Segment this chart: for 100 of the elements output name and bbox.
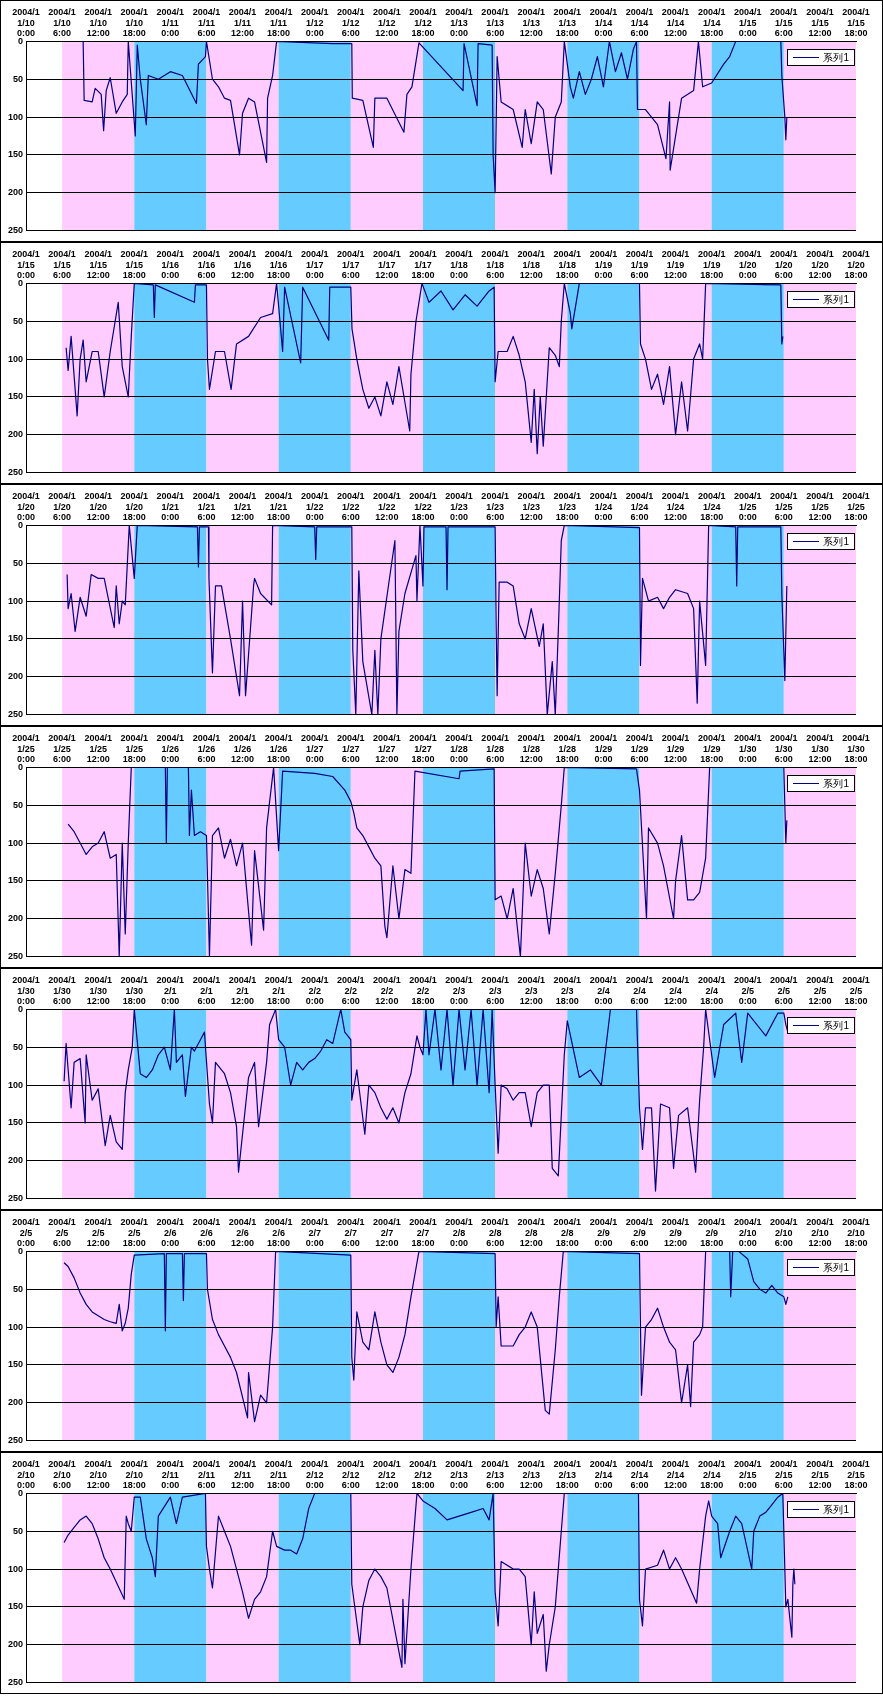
x-tick-label: 2004/1 1/17 0:00	[300, 248, 329, 281]
x-tick-label: 2004/1 1/14 0:00	[589, 6, 618, 39]
x-tick-label: 2004/1 1/25 12:00	[806, 490, 834, 523]
x-tick-label: 2004/1 1/20 12:00	[84, 490, 112, 523]
x-tick-label: 2004/1 1/13 0:00	[445, 6, 473, 39]
x-tick-label: 2004/1 1/14 12:00	[661, 6, 690, 39]
x-tick-label: 2004/1 2/3 12:00	[517, 974, 545, 1007]
x-tick-label: 2004/1 1/30 0:00	[733, 732, 762, 765]
x-tick-label: 2004/1 2/10 6:00	[48, 1458, 76, 1491]
x-tick-label: 2004/1 1/18 12:00	[517, 248, 545, 281]
x-tick-label: 2004/1 1/23 18:00	[553, 490, 582, 523]
x-tick-label: 2004/1 1/12 0:00	[300, 6, 329, 39]
x-tick-label: 2004/1 2/12 6:00	[337, 1458, 365, 1491]
x-tick-label: 2004/1 2/1 6:00	[192, 974, 221, 1007]
x-tick-label: 2004/1 1/22 18:00	[409, 490, 437, 523]
y-tick-label: 100	[7, 1321, 24, 1332]
y-tick-label: 250	[7, 1677, 24, 1688]
x-tick-label: 2004/1 1/12 18:00	[409, 6, 437, 39]
x-tick-label: 2004/1 2/14 0:00	[589, 1458, 618, 1491]
x-tick-label: 2004/1 1/20 0:00	[733, 248, 762, 281]
x-tick-label: 2004/1 1/15 6:00	[770, 6, 798, 39]
x-tick-label: 2004/1 1/17 18:00	[409, 248, 437, 281]
y-tick-label: 50	[13, 799, 24, 810]
x-tick-label: 2004/1 1/20 18:00	[842, 248, 870, 281]
y-tick-label: 150	[7, 1359, 24, 1370]
x-tick-label: 2004/1 1/18 18:00	[553, 248, 582, 281]
x-tick-label: 2004/1 1/15 0:00	[733, 6, 762, 39]
x-tick-label: 2004/1 2/6 12:00	[228, 1216, 257, 1249]
legend-label: 系列1	[823, 1261, 849, 1275]
x-tick-label: 2004/1 1/12 12:00	[373, 6, 401, 39]
x-tick-label: 2004/1 1/10 12:00	[84, 6, 112, 39]
y-tick-label: 200	[7, 1155, 24, 1166]
y-tick-label: 200	[7, 1397, 24, 1408]
x-tick-label: 2004/1 1/22 0:00	[300, 490, 329, 523]
x-tick-label: 2004/1 1/16 6:00	[192, 248, 221, 281]
x-tick-label: 2004/1 1/13 6:00	[481, 6, 509, 39]
y-tick-label: 200	[7, 1639, 24, 1650]
x-tick-label: 2004/1 2/2 0:00	[300, 974, 329, 1007]
x-tick-label: 2004/1 2/11 12:00	[228, 1458, 257, 1491]
x-tick-label: 2004/1 1/30 18:00	[842, 732, 870, 765]
x-tick-label: 2004/1 1/20 18:00	[120, 490, 149, 523]
x-tick-label: 2004/1 1/14 18:00	[697, 6, 726, 39]
x-tick-label: 2004/1 1/26 6:00	[192, 732, 221, 765]
x-tick-label: 2004/1 1/16 12:00	[228, 248, 257, 281]
x-tick-label: 2004/1 1/11 12:00	[228, 6, 257, 39]
x-tick-label: 2004/1 2/12 18:00	[409, 1458, 437, 1491]
x-tick-label: 2004/1 2/15 12:00	[806, 1458, 834, 1491]
y-tick-label: 150	[7, 875, 24, 886]
x-tick-label: 2004/1 1/29 12:00	[661, 732, 690, 765]
x-tick-label: 2004/1 2/14 6:00	[625, 1458, 654, 1491]
y-tick-label: 150	[7, 149, 24, 160]
x-tick-label: 2004/1 2/1 18:00	[264, 974, 293, 1007]
x-tick-label: 2004/1 1/13 18:00	[553, 6, 582, 39]
y-tick-label: 100	[7, 353, 24, 364]
x-tick-label: 2004/1 1/30 12:00	[84, 974, 112, 1007]
x-tick-label: 2004/1 2/8 18:00	[553, 1216, 582, 1249]
x-tick-label: 2004/1 2/7 0:00	[300, 1216, 329, 1249]
x-tick-label: 2004/1 2/11 6:00	[192, 1458, 221, 1491]
x-tick-label: 2004/1 2/9 12:00	[661, 1216, 690, 1249]
x-tick-label: 2004/1 1/27 12:00	[373, 732, 401, 765]
x-tick-label: 2004/1 2/13 18:00	[553, 1458, 582, 1491]
x-tick-label: 2004/1 1/22 12:00	[373, 490, 401, 523]
y-tick-label: 50	[13, 73, 24, 84]
x-tick-label: 2004/1 1/23 12:00	[517, 490, 545, 523]
legend-label: 系列1	[823, 535, 849, 549]
y-tick-label: 200	[7, 671, 24, 682]
y-tick-label: 250	[7, 467, 24, 478]
legend-label: 系列1	[823, 1503, 849, 1517]
y-tick-label: 200	[7, 187, 24, 198]
y-tick-label: 150	[7, 1117, 24, 1128]
x-tick-label: 2004/1 1/15 18:00	[120, 248, 149, 281]
legend-label: 系列1	[823, 51, 849, 65]
x-tick-label: 2004/1 2/7 12:00	[373, 1216, 401, 1249]
x-tick-label: 2004/1 1/11 18:00	[264, 6, 293, 39]
x-tick-label: 2004/1 2/10 6:00	[770, 1216, 798, 1249]
x-tick-label: 2004/1 1/28 0:00	[445, 732, 473, 765]
y-tick-label: 250	[7, 1193, 24, 1204]
x-tick-label: 2004/1 2/4 12:00	[661, 974, 690, 1007]
x-tick-label: 2004/1 1/21 18:00	[264, 490, 293, 523]
x-tick-label: 2004/1 1/29 18:00	[697, 732, 726, 765]
y-tick-label: 100	[7, 837, 24, 848]
x-tick-label: 2004/1 2/5 18:00	[120, 1216, 149, 1249]
x-tick-label: 2004/1 1/16 18:00	[264, 248, 293, 281]
x-tick-label: 2004/1 1/26 12:00	[228, 732, 257, 765]
x-tick-label: 2004/1 2/1 0:00	[156, 974, 185, 1007]
x-tick-label: 2004/1 2/3 0:00	[445, 974, 473, 1007]
x-tick-label: 2004/1 2/12 0:00	[300, 1458, 329, 1491]
x-tick-label: 2004/1 1/22 6:00	[337, 490, 365, 523]
x-tick-label: 2004/1 1/27 6:00	[337, 732, 365, 765]
x-tick-label: 2004/1 2/4 6:00	[625, 974, 654, 1007]
x-tick-label: 2004/1 1/24 18:00	[697, 490, 726, 523]
x-tick-label: 2004/1 1/15 18:00	[842, 6, 870, 39]
legend-label: 系列1	[823, 777, 849, 791]
x-tick-label: 2004/1 2/5 0:00	[733, 974, 762, 1007]
x-tick-label: 2004/1 2/2 12:00	[373, 974, 401, 1007]
y-tick-label: 150	[7, 391, 24, 402]
x-tick-label: 2004/1 2/2 18:00	[409, 974, 437, 1007]
y-tick-label: 200	[7, 429, 24, 440]
x-tick-label: 2004/1 1/23 0:00	[445, 490, 473, 523]
x-tick-label: 2004/1 2/11 18:00	[264, 1458, 293, 1491]
